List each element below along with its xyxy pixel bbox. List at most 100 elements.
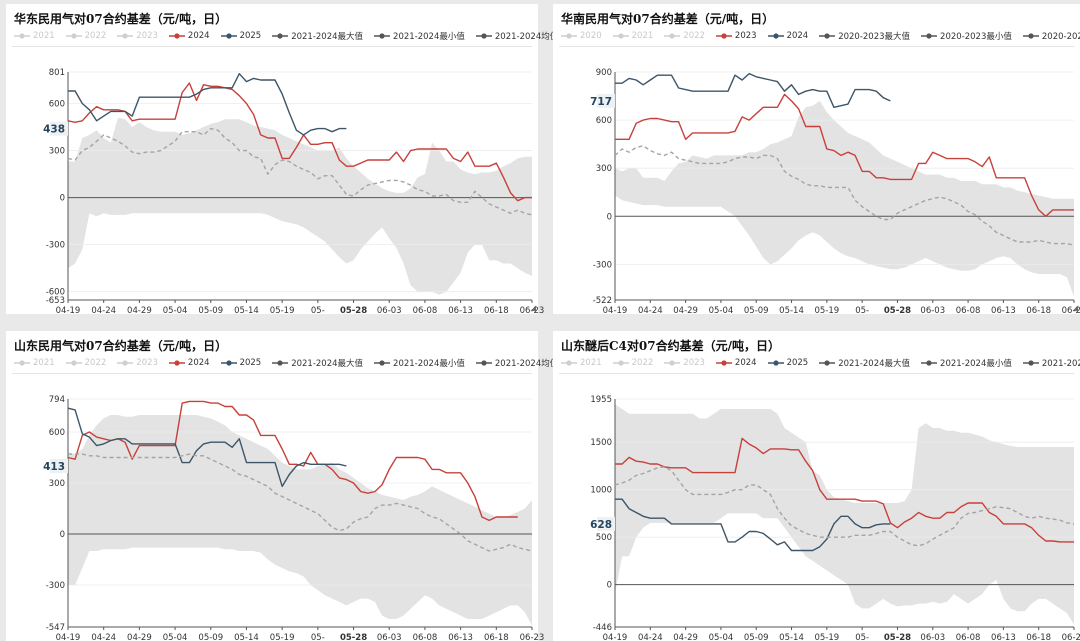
- legend-item[interactable]: 2024: [767, 31, 808, 41]
- x-tick-label: 05-28: [884, 306, 911, 316]
- chart-title: 山东醚后C4对07合约基差（元/吨，日）: [561, 339, 780, 353]
- x-tick-label: 04-24: [638, 633, 663, 641]
- legend-item[interactable]: 2022: [65, 358, 106, 368]
- legend-item[interactable]: 2021-2024最大值: [272, 30, 363, 42]
- series-line-2024: [615, 437, 1074, 543]
- series-line-2024: [615, 72, 891, 109]
- series-line-2024: [67, 82, 532, 202]
- legend-item[interactable]: 2021-2024最小值: [374, 30, 465, 42]
- legend-label: 2021-2024最小值: [393, 359, 465, 369]
- chart-legend: 2021 2022 2023 2024 2025 2021-2024最大值 2021-202…: [14, 357, 569, 371]
- legend-item[interactable]: 2022: [612, 358, 653, 368]
- y-tick-label: 300: [596, 164, 612, 174]
- chart-title: 华东民用气对07合约基差（元/吨，日）: [14, 12, 228, 26]
- legend-item[interactable]: 2023: [664, 358, 705, 368]
- legend-item[interactable]: 2024: [168, 358, 210, 368]
- line-chart: 紫金天风期货1955150010005000-44604-1904-2404-2…: [590, 395, 1080, 641]
- legend-item[interactable]: 2021-2024最小值: [374, 357, 465, 369]
- legend-label: 2020-2023均值: [1041, 32, 1080, 42]
- legend-item[interactable]: 2020: [561, 31, 602, 41]
- legend-marker-icon: [921, 360, 938, 366]
- legend-label: 2022: [84, 31, 107, 41]
- x-tick-label: 06-18: [1026, 306, 1051, 316]
- legend-label: 2025: [786, 358, 809, 368]
- legend-item[interactable]: 2024: [168, 31, 210, 41]
- x-tick-label: 04-19: [603, 633, 628, 641]
- y-tick-label: -300: [46, 581, 65, 591]
- legend-marker-icon: [117, 33, 134, 39]
- y-tick-label: -446: [593, 623, 612, 633]
- x-tick-label: 04-29: [127, 633, 152, 641]
- current-value-badge: [597, 93, 615, 108]
- legend-item[interactable]: 2022: [65, 31, 107, 41]
- x-tick-label: 04-24: [91, 306, 116, 316]
- x-tick-label: 06-23: [1062, 306, 1080, 316]
- y-tick-label: 300: [49, 479, 65, 489]
- legend-item[interactable]: 2023: [715, 31, 757, 41]
- legend-item[interactable]: 2021-2024最大值: [272, 357, 363, 369]
- current-value-label: 413: [43, 461, 65, 473]
- y-tick-label: 0: [60, 530, 65, 540]
- legend-item[interactable]: 2024: [715, 358, 757, 368]
- legend-label: 2020: [580, 31, 602, 41]
- x-tick-label: 06-18: [1026, 633, 1051, 641]
- legend-label: 2021-2024最大值: [291, 32, 364, 42]
- y-tick-label: 0: [607, 212, 612, 222]
- current-value-label: 628: [590, 519, 612, 531]
- x-tick-label: 06-18: [484, 306, 509, 316]
- legend-item[interactable]: 2025: [220, 31, 261, 41]
- x-tick-label: 05-19: [270, 633, 295, 641]
- legend-item[interactable]: 2025: [220, 358, 261, 368]
- x-tick-label: 05-14: [234, 306, 259, 316]
- legend-item[interactable]: 2020-2023最大值: [819, 30, 910, 42]
- legend-item[interactable]: 2021-2024最大值: [819, 357, 910, 369]
- legend-label: 2024: [187, 31, 210, 41]
- legend-label: 2021: [631, 31, 654, 41]
- legend-item[interactable]: 2020-2023最小值: [921, 30, 1012, 42]
- legend-item[interactable]: 2020-2023均值: [1022, 30, 1080, 42]
- legend-item[interactable]: 2023: [117, 31, 158, 41]
- legend-item[interactable]: 2021-2024最小值: [921, 357, 1012, 369]
- chart-legend: 2021 2022 2023 2024 2025 2021-2024最大值 2021-202…: [561, 357, 1080, 371]
- y-tick-label: 794: [49, 395, 65, 405]
- x-tick-label: 06-03: [377, 306, 402, 316]
- legend-item[interactable]: 2022: [664, 31, 705, 41]
- x-tick-label: 06-08: [413, 633, 438, 641]
- legend-marker-icon: [819, 33, 836, 39]
- legend-item[interactable]: 2021: [14, 358, 55, 368]
- legend-marker-icon: [168, 33, 185, 39]
- chart-legend: 2020 2021 2022 2023 2024 2020-2023最大值 2020-202…: [561, 30, 1080, 44]
- legend-marker-icon: [14, 33, 30, 39]
- legend-marker-icon: [561, 33, 577, 39]
- series-line-2021-2024均值: [68, 453, 533, 552]
- legend-item[interactable]: 2021-2024均值: [475, 357, 558, 369]
- title-separator: [12, 46, 532, 47]
- current-value-badge: [50, 458, 68, 473]
- legend-label: 2021-2024最大值: [838, 359, 911, 369]
- x-tick-label: 06-03: [377, 633, 402, 641]
- series-line-2020-2023均值: [614, 145, 1075, 246]
- legend-item[interactable]: 2021-2024均值: [1022, 357, 1080, 369]
- chart-panel-shandong-civil-gas: 山东民用气对07合约基差（元/吨，日） 2021 2022 2023 2024 2025…: [6, 331, 558, 641]
- legend-item[interactable]: 2021: [612, 31, 654, 41]
- legend-marker-icon: [220, 360, 237, 366]
- x-tick-label: 06-18: [484, 633, 509, 641]
- legend-marker-icon: [220, 33, 237, 39]
- min-max-band: [615, 100, 1074, 297]
- legend-item[interactable]: 2021: [561, 358, 602, 368]
- line-chart: 紫金天风期货8016003000-300-600-65304-1904-2404…: [43, 68, 544, 316]
- legend-marker-icon: [612, 360, 629, 366]
- legend-item[interactable]: 2021-2024均值: [475, 30, 558, 42]
- x-tick-label: 05-19: [814, 306, 839, 316]
- legend-item[interactable]: 2025: [767, 358, 809, 368]
- x-tick-label: 06-23: [1062, 633, 1080, 641]
- legend-label: 2021: [33, 358, 55, 368]
- legend-item[interactable]: 2023: [117, 358, 158, 368]
- legend-item[interactable]: 2021: [14, 31, 55, 41]
- series-line-2021-2024均值: [614, 466, 1075, 547]
- series-line-2024: [67, 400, 518, 522]
- x-tick-label: 04-29: [127, 306, 152, 316]
- legend-marker-icon: [374, 360, 391, 366]
- title-separator: [559, 46, 1074, 47]
- chart-title: 山东民用气对07合约基差（元/吨，日）: [14, 339, 228, 353]
